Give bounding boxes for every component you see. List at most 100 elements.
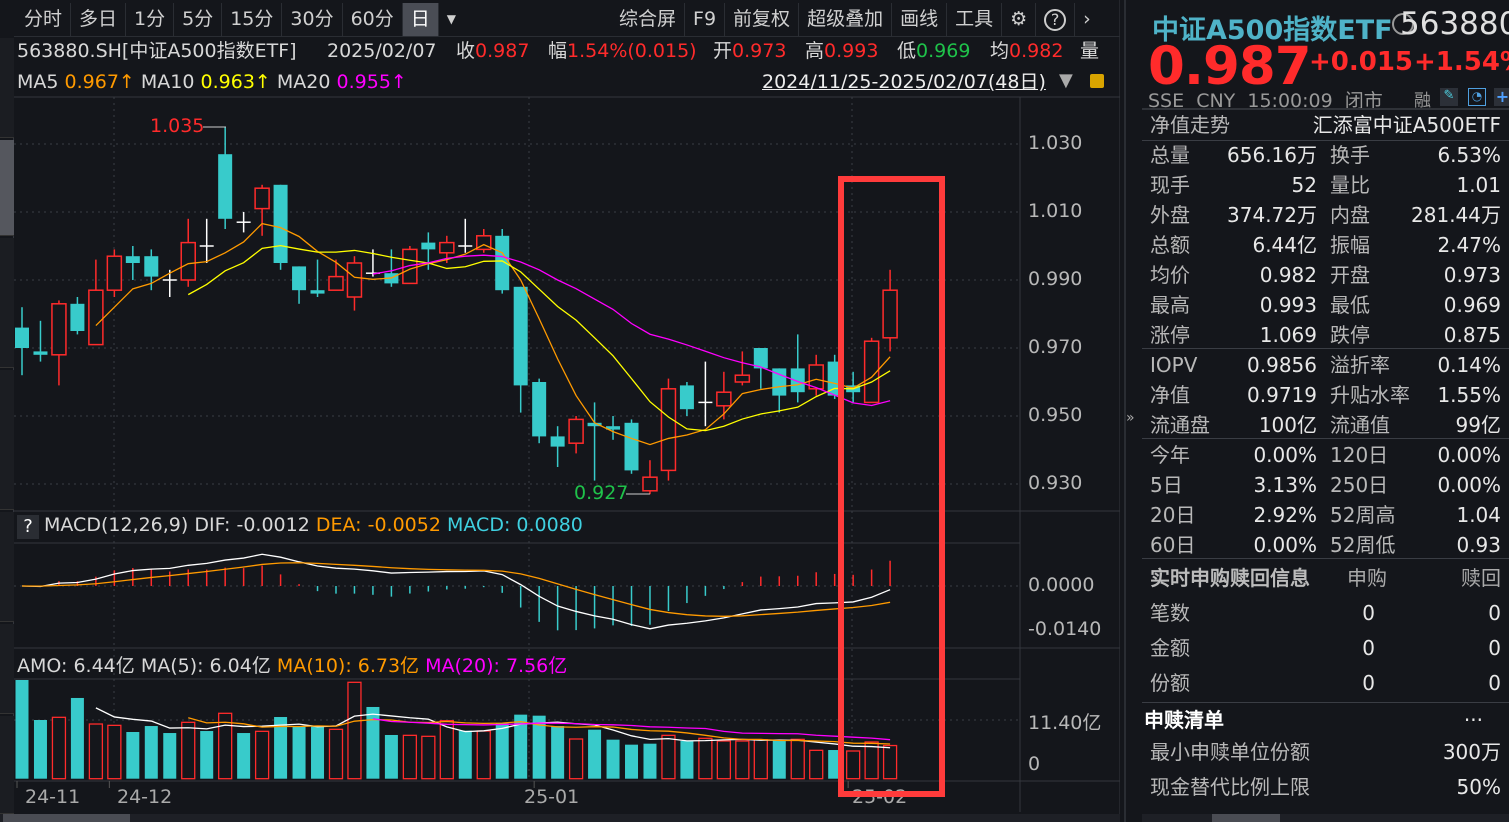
dif-value: DIF: -0.0012 bbox=[194, 514, 310, 536]
realtime-header: 实时申购赎回信息 申购 赎回 bbox=[1150, 564, 1501, 592]
price-change: +0.015 bbox=[1309, 47, 1414, 77]
quote-value: 0.93 bbox=[1456, 533, 1501, 557]
quote-value: 656.16万 bbox=[1227, 143, 1317, 167]
quote-value: 0.00% bbox=[1437, 473, 1501, 497]
edit-icon[interactable]: ✎ bbox=[1440, 88, 1458, 106]
tab-period-day[interactable]: 日 bbox=[402, 3, 439, 36]
tab-period-1min[interactable]: 1分 bbox=[126, 3, 175, 36]
open-info: 开0.973 bbox=[713, 38, 786, 64]
list-value: 50% bbox=[1456, 775, 1501, 799]
quote-label: 250日 bbox=[1330, 473, 1389, 497]
composite-screen-button[interactable]: 综合屏 bbox=[611, 3, 686, 36]
low-info: 低0.969 bbox=[897, 38, 970, 64]
open-label: 开 bbox=[713, 40, 733, 62]
volume-bar-up bbox=[476, 730, 491, 780]
tools-button[interactable]: 工具 bbox=[947, 3, 1003, 36]
volume-bar-up bbox=[51, 716, 67, 780]
volume-bar-up bbox=[218, 712, 233, 780]
high-value: 0.993 bbox=[824, 40, 879, 62]
high-label: 高 bbox=[805, 40, 825, 62]
sidebar-tab[interactable] bbox=[0, 716, 14, 814]
min-price-label: 0.927 bbox=[574, 482, 629, 504]
gear-icon[interactable]: ⚙ bbox=[1002, 3, 1037, 36]
quote-value: 6.44亿 bbox=[1252, 233, 1317, 257]
divider bbox=[1142, 702, 1509, 703]
volume-bar-down bbox=[532, 715, 546, 779]
forward-adjust-button[interactable]: 前复权 bbox=[725, 3, 800, 36]
candle-down bbox=[421, 242, 436, 250]
candle-up bbox=[882, 289, 898, 339]
realtime-label: 金额 bbox=[1150, 636, 1190, 660]
tab-period-fenshi[interactable]: 分时 bbox=[16, 3, 72, 36]
quote-value: 1.01 bbox=[1456, 173, 1501, 197]
volume-bar-down bbox=[274, 717, 288, 779]
range-dropdown-icon[interactable]: ▼ bbox=[1059, 70, 1073, 91]
tab-period-duori[interactable]: 多日 bbox=[71, 3, 127, 36]
panel-scrollbar[interactable] bbox=[1142, 814, 1509, 822]
scrollbar-thumb[interactable] bbox=[3, 814, 130, 822]
indicator-help-button[interactable]: ? bbox=[17, 515, 39, 539]
chevron-right-icon[interactable]: › bbox=[1083, 8, 1091, 30]
sidebar-tab-active[interactable] bbox=[0, 140, 14, 236]
quote-label: 溢折率 bbox=[1330, 353, 1390, 377]
redeem-col: 赎回 bbox=[1461, 566, 1501, 590]
expand-panel-icon[interactable]: » bbox=[1126, 410, 1135, 426]
volume-bar-down bbox=[237, 733, 251, 779]
help-icon[interactable]: ? bbox=[1036, 3, 1076, 36]
macd-tick: 0.0000 bbox=[1028, 574, 1095, 596]
quote-row: 流通盘 100亿 流通值 99亿 bbox=[1150, 411, 1501, 439]
nav-trend-row[interactable]: 净值走势 汇添富中证A500ETF bbox=[1150, 111, 1501, 139]
divider bbox=[1142, 558, 1509, 559]
change-label: 幅 bbox=[548, 40, 568, 62]
sidebar-tab[interactable] bbox=[0, 238, 14, 368]
bell-icon[interactable]: ◔ bbox=[1468, 88, 1486, 106]
clock-icon[interactable] bbox=[1392, 13, 1414, 35]
add-icon[interactable]: + bbox=[1494, 87, 1509, 106]
candle-up bbox=[51, 303, 67, 356]
draw-line-button[interactable]: 画线 bbox=[892, 3, 948, 36]
more-button[interactable]: ··· bbox=[1463, 708, 1483, 732]
volume-bar-up bbox=[753, 739, 768, 780]
f9-button[interactable]: F9 bbox=[685, 3, 726, 36]
scrollbar-thumb[interactable] bbox=[1212, 814, 1280, 822]
kline-chart[interactable] bbox=[0, 0, 1120, 822]
avg-info: 均0.982 bbox=[990, 38, 1063, 64]
volume-bar-down bbox=[366, 706, 380, 779]
quote-value: 374.72万 bbox=[1227, 203, 1317, 227]
close-info: 收0.987 bbox=[456, 38, 529, 64]
volume-bar-up bbox=[716, 740, 732, 780]
super-overlay-button[interactable]: 超级叠加 bbox=[799, 3, 893, 36]
volume-bar-up bbox=[661, 734, 676, 780]
quote-value: 99亿 bbox=[1455, 413, 1501, 437]
date-range-selector[interactable]: 2024/11/25-2025/02/07(48日) bbox=[762, 71, 1046, 93]
quote-row: IOPV 0.9856 溢折率 0.14% bbox=[1150, 351, 1501, 379]
list-label: 现金替代比例上限 bbox=[1150, 775, 1310, 799]
volume-tick: 0 bbox=[1028, 753, 1041, 775]
candle-up bbox=[254, 187, 270, 210]
nav-trend-label[interactable]: 净值走势 bbox=[1150, 113, 1230, 137]
candle-down bbox=[218, 154, 233, 219]
highlight-box bbox=[838, 176, 945, 797]
candle-up bbox=[346, 262, 363, 298]
amo-ma10: MA(10): 6.73亿 bbox=[276, 655, 420, 677]
horizontal-scrollbar[interactable] bbox=[0, 814, 1120, 822]
volume-bar-down bbox=[292, 726, 306, 779]
sidebar-tab[interactable] bbox=[0, 512, 14, 622]
quote-value: 0.875 bbox=[1443, 323, 1501, 347]
tab-period-15min[interactable]: 15分 bbox=[222, 3, 283, 36]
price-tick: 1.030 bbox=[1028, 132, 1083, 154]
caret-down-icon[interactable]: ▼ bbox=[446, 12, 457, 26]
macd-name[interactable]: MACD(12,26,9) bbox=[44, 514, 189, 536]
volume-bar-down bbox=[514, 714, 528, 779]
tab-period-60min[interactable]: 60分 bbox=[343, 3, 403, 36]
lock-icon[interactable] bbox=[1090, 74, 1104, 88]
volume-bar-down bbox=[643, 743, 657, 779]
amo-value[interactable]: AMO: 6.44亿 bbox=[17, 655, 135, 677]
sidebar-tab[interactable] bbox=[0, 624, 14, 714]
sidebar-tab[interactable] bbox=[0, 370, 14, 510]
ma20-value: 0.955↑ bbox=[336, 71, 407, 93]
fund-code: 563880 bbox=[1400, 6, 1509, 42]
sidebar-tab[interactable] bbox=[0, 38, 14, 138]
tab-period-5min[interactable]: 5分 bbox=[174, 3, 223, 36]
tab-period-30min[interactable]: 30分 bbox=[282, 3, 343, 36]
